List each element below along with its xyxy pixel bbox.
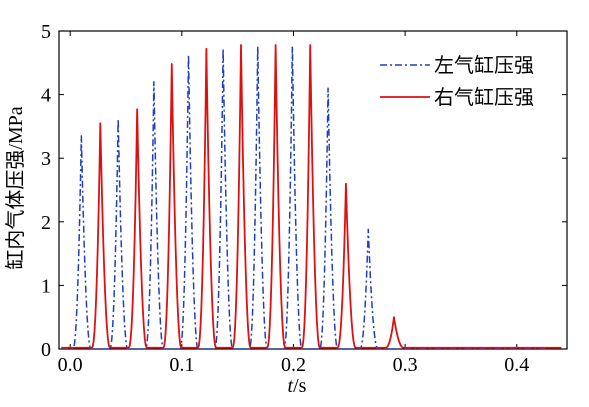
x-axis-label-italic: t [288,375,294,397]
legend-label-right-cylinder: 右气缸压强 [434,85,534,109]
x-tick-label: 0.4 [504,354,529,376]
series-left-cylinder-line [61,45,551,350]
legend: 左气缸压强 右气缸压强 [380,53,534,109]
y-axis-label: 缸内气体压强/MPa [4,106,27,269]
x-axis-label-unit: /s [293,375,307,397]
x-axis-ticks: 0.0 0.1 0.2 0.3 0.4 [58,31,529,376]
y-tick-label: 1 [41,275,51,297]
x-tick-label: 0.1 [169,354,194,376]
y-tick-label: 2 [41,212,51,234]
legend-label-left-cylinder: 左气缸压强 [434,53,534,77]
y-tick-label: 3 [41,148,51,170]
x-tick-label: 0.0 [58,354,83,376]
x-tick-label: 0.2 [281,354,306,376]
x-tick-label: 0.3 [393,354,418,376]
y-tick-label: 0 [41,339,51,361]
x-axis-label: t/s [288,375,307,397]
y-tick-label: 4 [41,85,51,107]
series-layer [61,44,562,350]
y-tick-label: 5 [41,21,51,43]
y-axis-ticks: 0 1 2 3 4 5 [41,21,567,361]
